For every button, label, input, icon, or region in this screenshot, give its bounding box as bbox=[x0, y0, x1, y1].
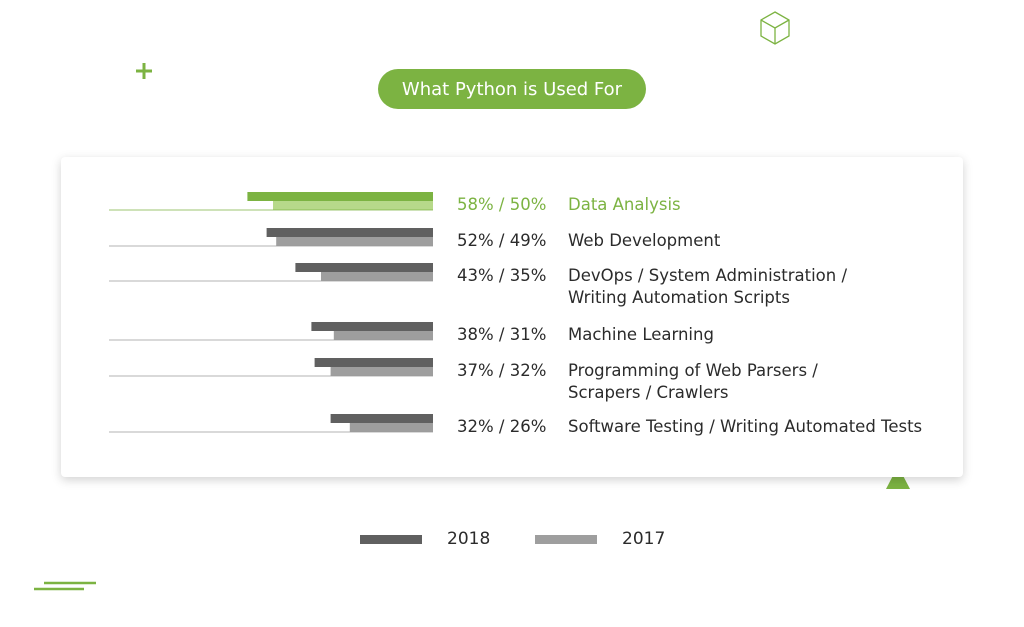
chart-title: What Python is Used For bbox=[378, 69, 646, 109]
value-label: 58% / 50% bbox=[457, 195, 546, 214]
bar-2017 bbox=[276, 237, 433, 246]
category-label-line: Data Analysis bbox=[568, 195, 681, 214]
bar-2018 bbox=[330, 414, 433, 423]
value-label: 52% / 49% bbox=[457, 231, 546, 250]
lines-icon bbox=[34, 581, 96, 591]
bar-2017 bbox=[349, 423, 433, 432]
triangle-icon bbox=[886, 466, 910, 489]
value-label: 37% / 32% bbox=[457, 361, 546, 380]
bar-2018 bbox=[247, 192, 433, 201]
category-label: Software Testing / Writing Automated Tes… bbox=[568, 417, 922, 436]
chart-card: 58% / 50% Data Analysis 52% / 49% Web Devel… bbox=[61, 157, 963, 477]
category-label-line: Machine Learning bbox=[568, 325, 714, 344]
category-label: Web Development bbox=[568, 231, 721, 250]
legend-2017: 2017 bbox=[535, 527, 665, 551]
bar-2017 bbox=[273, 201, 433, 210]
category-label-line: Programming of Web Parsers / bbox=[568, 361, 818, 380]
legend-2018: 2018 bbox=[360, 527, 490, 551]
legend-label-2018: 2018 bbox=[447, 529, 491, 549]
legend-swatch-2018 bbox=[360, 534, 422, 544]
bar-2018 bbox=[295, 263, 433, 272]
category-label-line: Web Development bbox=[568, 231, 721, 250]
bar-2018 bbox=[311, 322, 433, 331]
bar-2017 bbox=[321, 272, 433, 281]
category-label-line: Scrapers / Crawlers bbox=[568, 383, 729, 402]
legend-label-2017: 2017 bbox=[622, 529, 666, 549]
bar-chart: 58% / 50% Data Analysis 52% / 49% Web Devel… bbox=[109, 192, 922, 436]
value-label: 38% / 31% bbox=[457, 325, 546, 344]
category-label: DevOps / System Administration / Writing … bbox=[568, 266, 847, 307]
bar-2017 bbox=[330, 367, 433, 376]
category-label: Machine Learning bbox=[568, 325, 714, 344]
cube-icon bbox=[760, 11, 790, 45]
category-label-line: Software Testing / Writing Automated Tes… bbox=[568, 417, 922, 436]
bar-2017 bbox=[333, 331, 433, 340]
value-label: 32% / 26% bbox=[457, 417, 546, 436]
plus-icon bbox=[136, 63, 152, 79]
category-label: Programming of Web Parsers / Scrapers / C… bbox=[568, 361, 818, 402]
bar-2018 bbox=[314, 358, 433, 367]
category-label: Data Analysis bbox=[568, 195, 681, 214]
category-label-line: DevOps / System Administration / bbox=[568, 266, 847, 285]
value-label: 43% / 35% bbox=[457, 266, 546, 285]
bar-2018 bbox=[266, 228, 433, 237]
legend-swatch-2017 bbox=[535, 534, 597, 544]
category-label-line: Writing Automation Scripts bbox=[568, 288, 790, 307]
